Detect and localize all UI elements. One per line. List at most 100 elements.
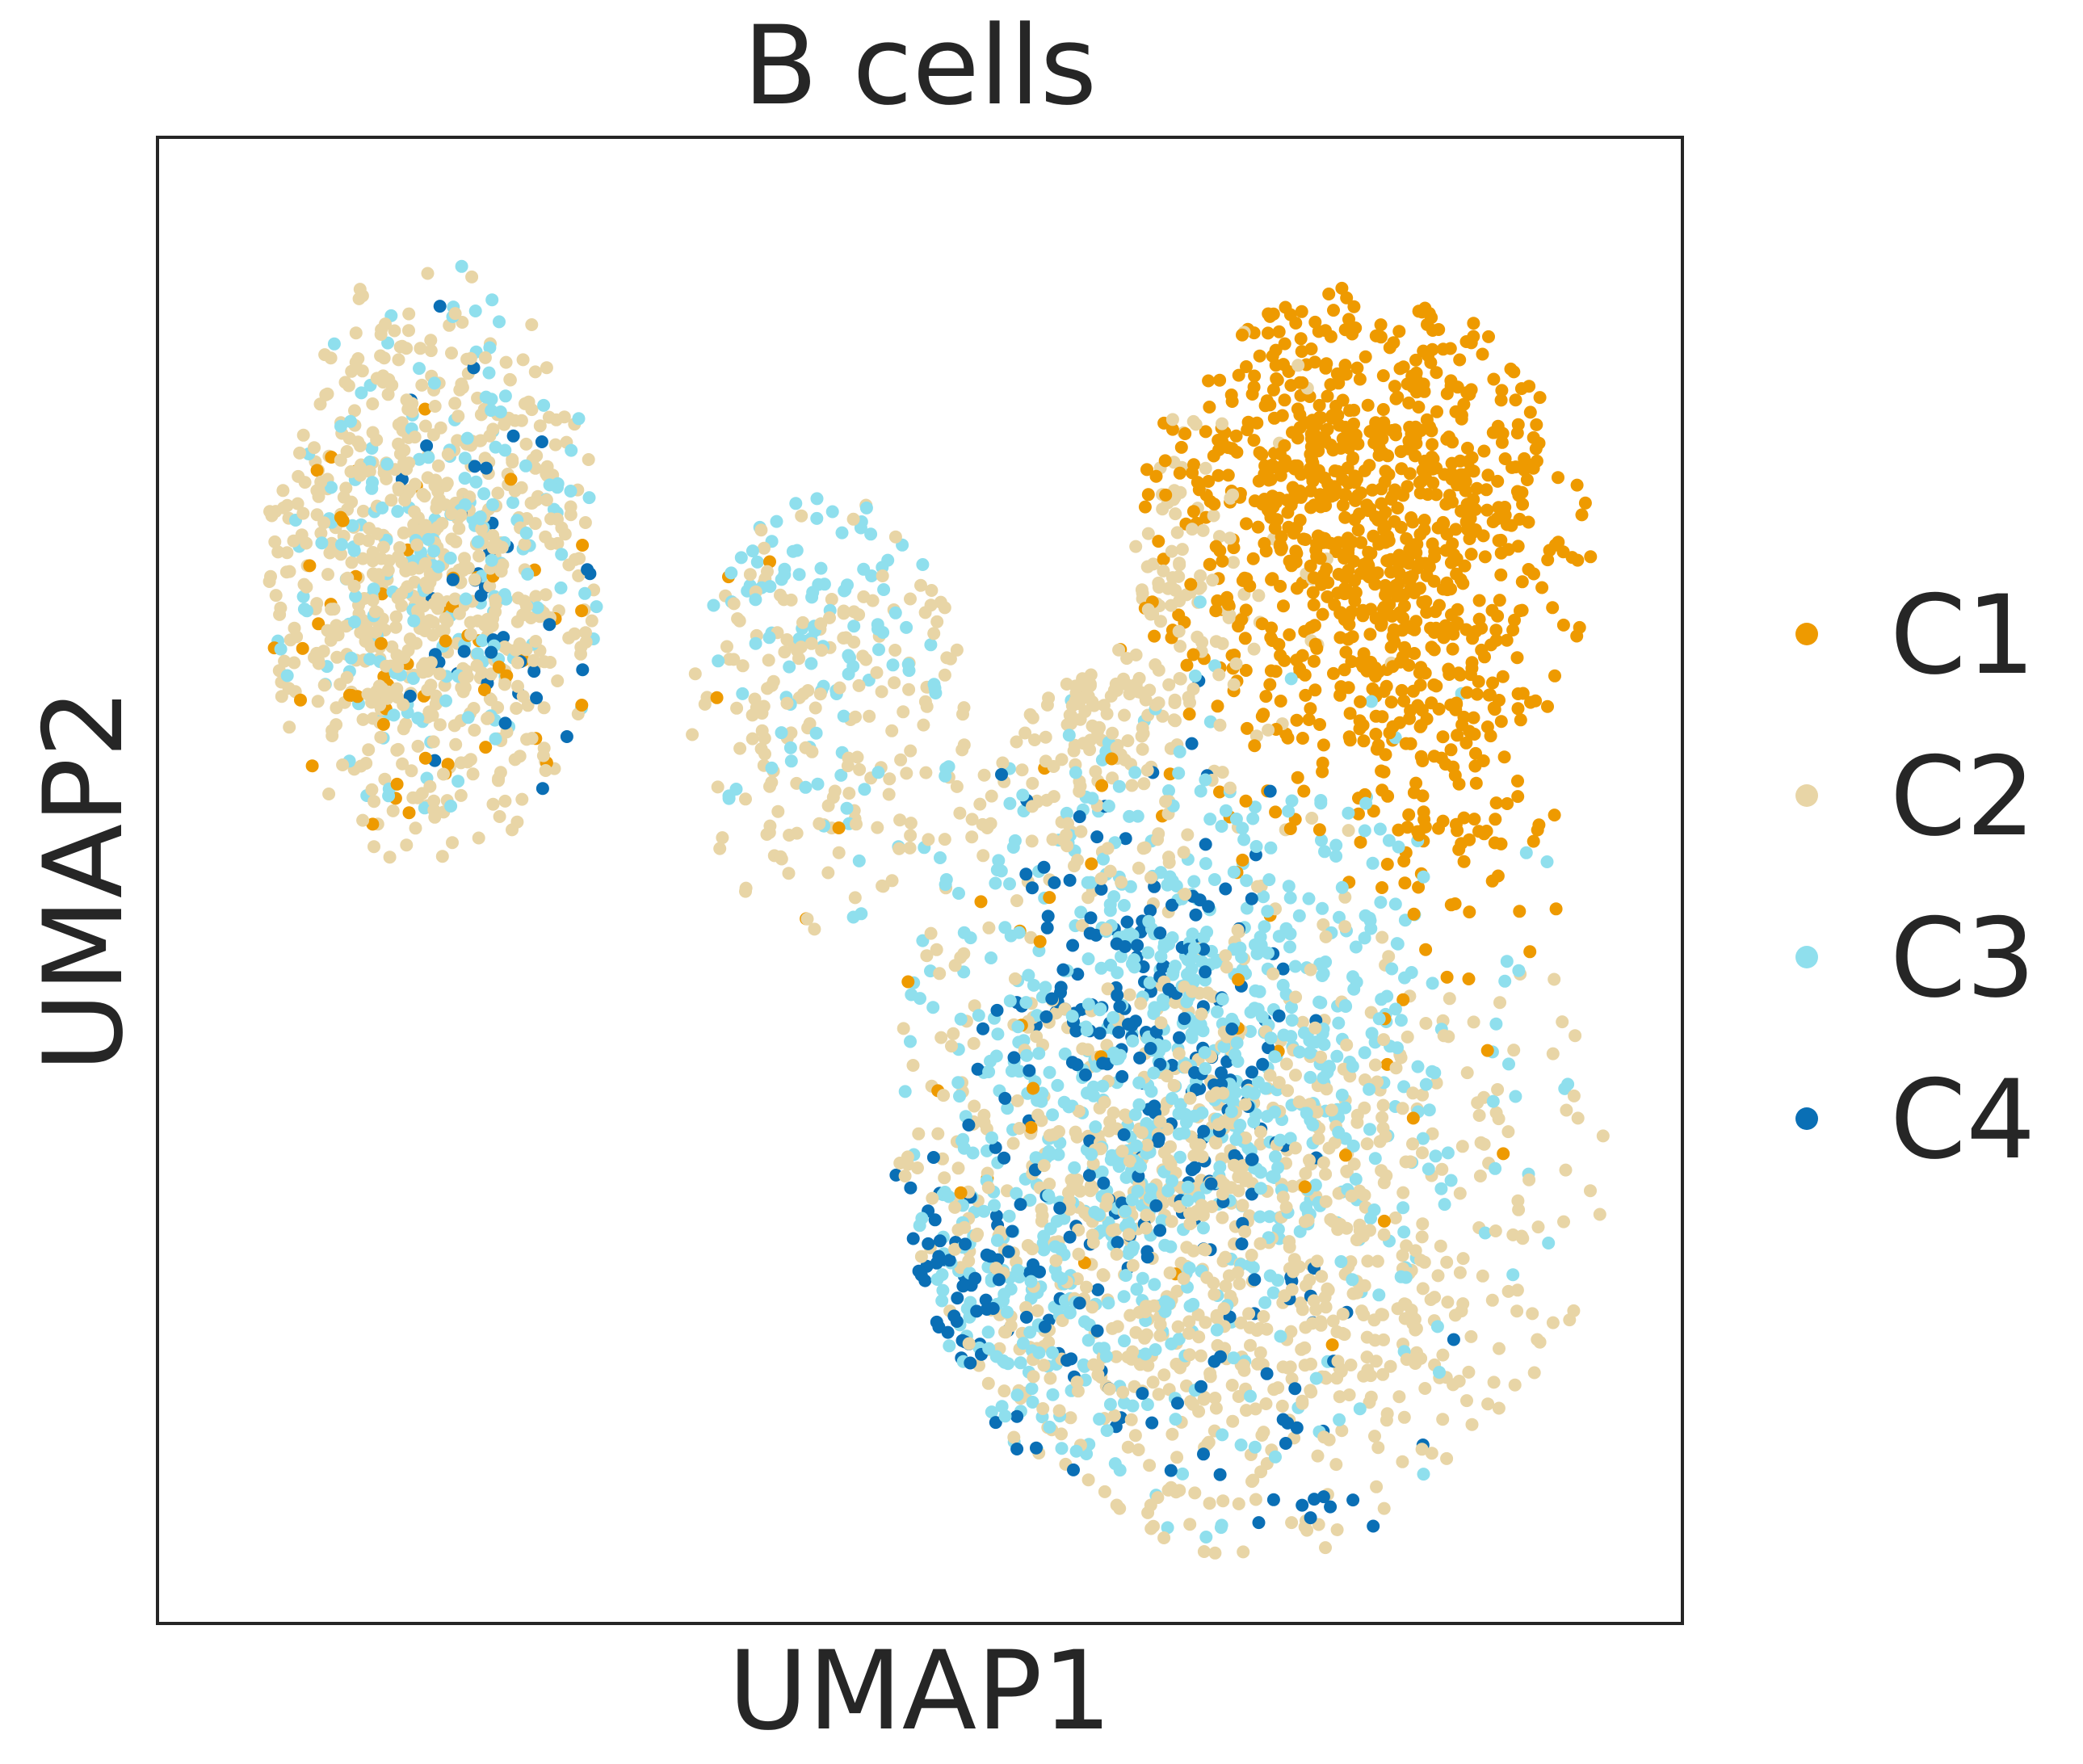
point-c3: [1172, 766, 1186, 780]
point-c4: [1006, 1224, 1019, 1238]
point-c3: [406, 672, 420, 685]
point-c2: [1232, 1390, 1245, 1403]
point-c2: [727, 653, 741, 666]
point-c2: [875, 685, 888, 699]
point-c1: [1239, 794, 1253, 808]
point-c1: [1348, 476, 1362, 489]
point-c1: [1476, 529, 1490, 543]
point-c1: [1506, 624, 1520, 636]
point-c3: [1358, 931, 1371, 945]
point-c2: [492, 774, 505, 788]
point-c2: [355, 364, 369, 378]
point-c1: [1464, 511, 1477, 525]
point-c4: [1296, 1498, 1309, 1512]
point-c3: [1031, 1094, 1044, 1107]
point-c2: [1350, 1233, 1363, 1246]
point-c2: [1279, 1200, 1293, 1214]
point-c2: [950, 643, 964, 657]
point-c1: [1366, 483, 1380, 497]
point-c2: [1106, 726, 1119, 740]
point-c1: [763, 555, 776, 569]
point-c3: [1188, 1109, 1201, 1123]
point-c1: [1213, 373, 1227, 387]
point-c4: [1290, 1421, 1304, 1434]
point-c2: [1139, 693, 1153, 707]
point-c4: [1067, 1463, 1080, 1476]
point-c4: [1153, 1224, 1167, 1237]
point-c3: [1130, 1283, 1144, 1296]
point-c2: [1125, 779, 1139, 792]
point-c2: [1065, 699, 1079, 712]
point-c2: [745, 732, 759, 746]
point-c3: [1148, 1001, 1161, 1014]
point-c4: [906, 1232, 920, 1245]
point-c2: [1361, 1254, 1375, 1268]
point-c2: [821, 866, 835, 880]
point-c3: [1502, 1057, 1515, 1071]
point-c2: [498, 418, 511, 431]
point-c2: [389, 620, 402, 634]
point-c4: [968, 1271, 982, 1285]
point-c2: [870, 666, 884, 679]
point-c1: [1235, 613, 1249, 627]
point-c2: [533, 419, 547, 433]
point-c4: [1045, 992, 1059, 1006]
point-c1: [1316, 607, 1329, 621]
point-c3: [1349, 940, 1363, 954]
point-c2: [1508, 1378, 1522, 1392]
point-c3: [957, 926, 971, 939]
point-c2: [1212, 1118, 1225, 1132]
point-c1: [710, 691, 724, 704]
point-c2: [1072, 1104, 1086, 1118]
point-c3: [335, 538, 348, 552]
point-c1: [1342, 546, 1355, 560]
point-c1: [1275, 530, 1288, 544]
point-c1: [1464, 668, 1477, 682]
point-c4: [1063, 1230, 1077, 1244]
point-c2: [465, 270, 479, 284]
point-c2: [1103, 864, 1117, 878]
point-c2: [1123, 1308, 1137, 1322]
point-c4: [1248, 1273, 1262, 1287]
point-c2: [508, 414, 522, 427]
point-c3: [1198, 1046, 1212, 1060]
point-c3: [1203, 813, 1217, 826]
point-c2: [1116, 1385, 1130, 1399]
point-c3: [1365, 1027, 1379, 1040]
point-c2: [996, 756, 1010, 770]
point-c1: [1535, 581, 1549, 594]
point-c2: [1183, 1518, 1197, 1531]
point-c2: [1152, 1388, 1165, 1401]
point-c1: [1514, 713, 1527, 727]
point-c4: [1041, 909, 1055, 923]
point-c2: [271, 545, 285, 559]
point-c3: [486, 498, 499, 511]
point-c3: [1366, 856, 1380, 870]
point-c2: [1559, 1163, 1573, 1177]
point-c2: [472, 831, 485, 845]
point-c1: [1278, 393, 1291, 407]
point-c3: [1486, 1094, 1500, 1108]
point-c2: [1434, 1239, 1447, 1253]
point-c2: [397, 722, 410, 736]
point-c2: [1107, 1409, 1121, 1422]
point-c2: [408, 430, 422, 444]
point-c1: [1511, 540, 1525, 553]
point-c1: [1352, 807, 1365, 821]
point-c1: [1402, 396, 1416, 410]
point-c2: [1301, 1213, 1315, 1227]
point-c2: [934, 1031, 948, 1044]
point-c2: [384, 494, 398, 507]
point-c1: [1386, 660, 1400, 674]
point-c2: [852, 678, 866, 692]
point-c2: [548, 438, 562, 452]
point-c1: [1494, 393, 1508, 407]
point-c3: [1173, 745, 1186, 758]
point-c1: [1033, 934, 1047, 948]
point-c1: [1411, 561, 1425, 575]
point-c4: [989, 1416, 1002, 1430]
point-c3: [280, 669, 294, 682]
point-c2: [951, 1161, 965, 1175]
point-c2: [498, 640, 511, 653]
point-c1: [1354, 835, 1367, 849]
